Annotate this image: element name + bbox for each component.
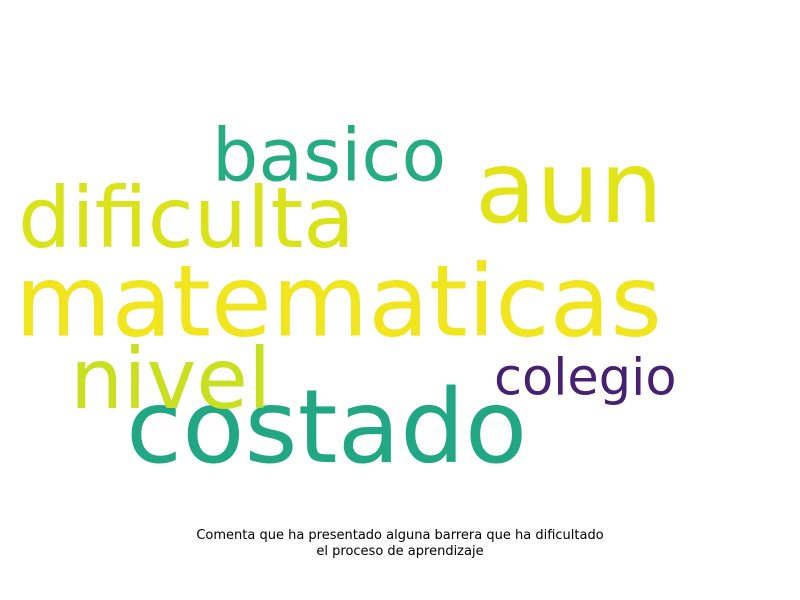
word-matematicas: matematicas bbox=[15, 244, 662, 360]
word-colegio: colegio bbox=[494, 348, 677, 408]
word-nivel: nivel bbox=[70, 330, 272, 428]
caption-line-1: Comenta que ha presentado alguna barrera… bbox=[196, 528, 604, 543]
word-aun: aun bbox=[475, 129, 664, 246]
word-dificulta: dificulta bbox=[18, 169, 355, 267]
word-costado: costado bbox=[126, 368, 528, 487]
caption-line-2: el proceso de aprendizaje bbox=[316, 544, 484, 559]
chart-caption: Comenta que ha presentado alguna barrera… bbox=[0, 528, 800, 560]
word-cloud: matematicas costado aun dificulta nivel … bbox=[15, 113, 677, 487]
word-basico: basico bbox=[212, 113, 447, 199]
